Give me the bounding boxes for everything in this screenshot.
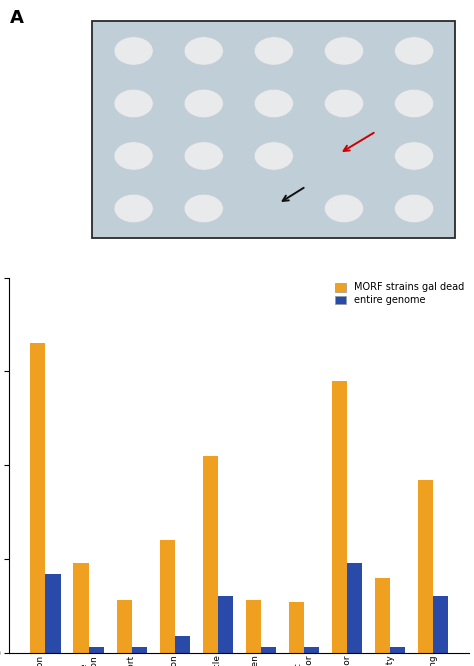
Ellipse shape	[255, 142, 293, 170]
Bar	[304, 647, 319, 653]
Bar	[433, 597, 448, 653]
Ellipse shape	[255, 37, 293, 65]
Bar	[289, 602, 304, 653]
Ellipse shape	[324, 37, 364, 65]
Ellipse shape	[114, 37, 153, 65]
Ellipse shape	[394, 142, 434, 170]
Bar	[30, 343, 46, 653]
Bar	[92, 21, 456, 238]
Bar	[347, 563, 362, 653]
Ellipse shape	[394, 194, 434, 222]
Bar	[46, 574, 61, 653]
Legend: MORF strains gal dead, entire genome: MORF strains gal dead, entire genome	[335, 282, 465, 306]
Bar	[246, 600, 261, 653]
Bar	[175, 636, 190, 653]
Ellipse shape	[184, 37, 223, 65]
Ellipse shape	[394, 37, 434, 65]
Bar	[218, 597, 233, 653]
Ellipse shape	[324, 194, 364, 222]
Bar	[375, 577, 390, 653]
Ellipse shape	[114, 89, 153, 118]
Bar	[132, 647, 147, 653]
Bar	[261, 647, 276, 653]
Ellipse shape	[324, 89, 364, 118]
Bar	[117, 600, 132, 653]
Bar	[332, 381, 347, 653]
Ellipse shape	[255, 89, 293, 118]
Ellipse shape	[184, 89, 223, 118]
Ellipse shape	[184, 194, 223, 222]
Text: A: A	[9, 9, 23, 27]
Ellipse shape	[184, 142, 223, 170]
Ellipse shape	[114, 194, 153, 222]
Bar	[73, 563, 89, 653]
Bar	[390, 647, 405, 653]
Ellipse shape	[394, 89, 434, 118]
Bar	[203, 456, 218, 653]
Bar	[418, 480, 433, 653]
Bar	[89, 647, 104, 653]
Ellipse shape	[114, 142, 153, 170]
Bar	[160, 540, 175, 653]
